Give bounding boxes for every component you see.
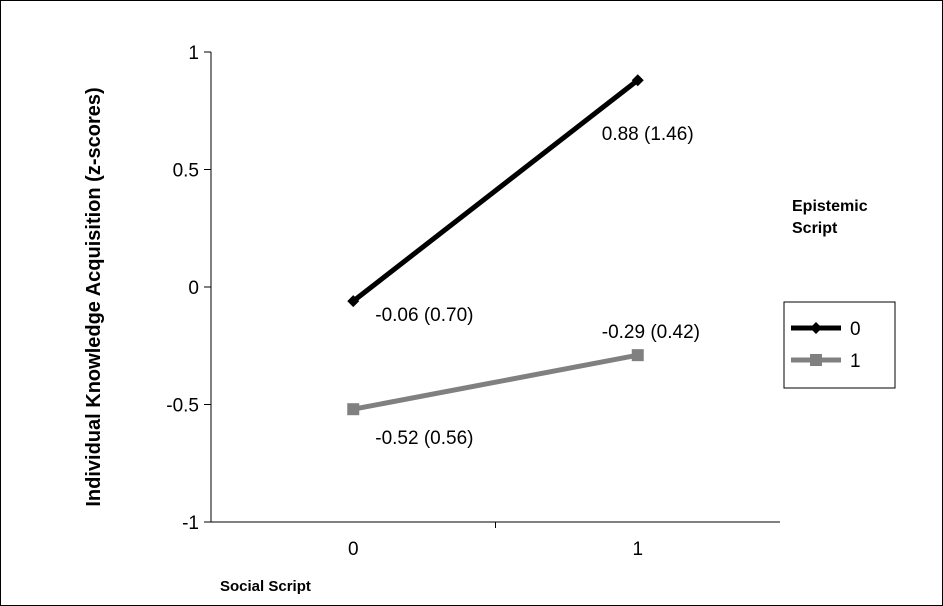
data-point-diamond [631,74,644,87]
data-point-diamond [810,322,822,334]
data-point-diamond [347,295,360,308]
y-tick-label: -1 [182,513,199,534]
y-tick-label: 1 [188,43,199,64]
data-label: 0.88 (1.46) [602,124,694,145]
legend-entry-label: 1 [850,351,861,372]
legend-box [783,301,896,389]
x-axis-title: Social Script [220,578,311,595]
y-tick-label: 0.5 [173,161,199,182]
data-point-square [347,403,360,416]
data-point-square [631,349,644,362]
x-tick-label: 0 [348,539,359,560]
data-label: -0.52 (0.56) [375,428,473,449]
series-line-1 [352,352,639,412]
legend-title: Script [792,220,838,237]
y-axis-title: Individual Knowledge Acquisition (z-scor… [83,87,105,506]
series-line-0 [351,78,640,304]
data-point-square [810,354,822,366]
legend-title: Epistemic [792,198,868,215]
legend-entry-label: 0 [850,319,861,340]
y-tick-label: -0.5 [166,396,199,417]
x-tick-label: 1 [632,539,643,560]
data-label: -0.29 (0.42) [602,322,700,343]
y-tick-label: 0 [188,278,199,299]
data-label: -0.06 (0.70) [375,305,473,326]
